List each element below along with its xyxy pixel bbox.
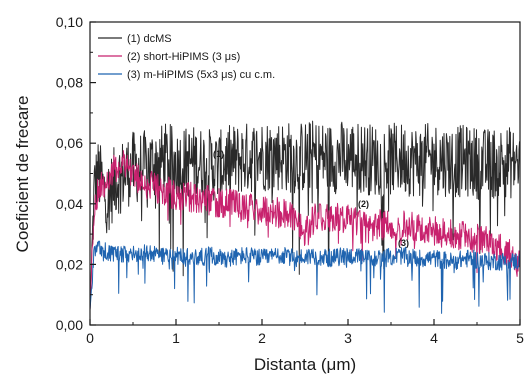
- series-line-1: [89, 120, 521, 310]
- y-tick-label: 0,00: [56, 317, 83, 333]
- x-tick-label: 5: [516, 330, 524, 346]
- legend-label-m-hipims: (3) m-HiPIMS (5x3 μs) cu c.m.: [127, 69, 275, 81]
- series-line-3: [89, 240, 521, 314]
- legend: (1) dcMS (2) short-HiPIMS (3 μs) (3) m-H…: [98, 33, 275, 81]
- x-tick-label: 1: [172, 330, 180, 346]
- legend-label-short-hipims: (2) short-HiPIMS (3 μs): [127, 51, 240, 63]
- y-tick-label: 0,08: [56, 75, 83, 91]
- x-tick-label: 0: [86, 330, 94, 346]
- y-axis-label: Coeficient de frecare: [13, 96, 32, 253]
- x-tick-label: 2: [258, 330, 266, 346]
- y-tick-label: 0,10: [56, 14, 83, 30]
- series-line-2: [89, 150, 521, 310]
- annotation-series-3: (3): [398, 238, 409, 248]
- legend-label-dcms: (1) dcMS: [127, 33, 172, 45]
- annotation-series-1: (1): [213, 149, 224, 159]
- annotation-series-2: (2): [358, 199, 369, 209]
- x-axis-label: Distanta (μm): [254, 355, 356, 374]
- y-tick-label: 0,02: [56, 256, 83, 272]
- y-tick-label: 0,06: [56, 135, 83, 151]
- y-tick-label: 0,04: [56, 196, 83, 212]
- x-tick-label: 4: [430, 330, 438, 346]
- x-tick-label: 3: [344, 330, 352, 346]
